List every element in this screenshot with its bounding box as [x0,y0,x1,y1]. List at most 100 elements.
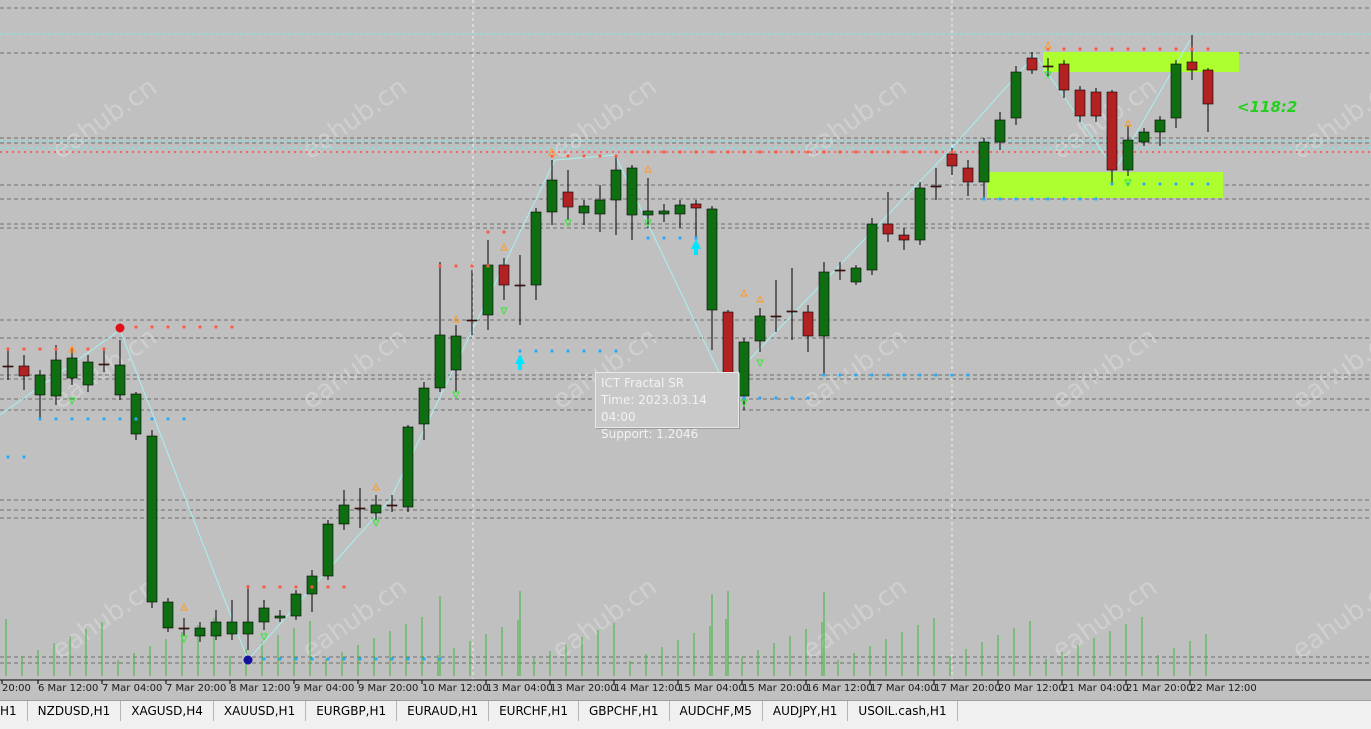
fractal-level-dot [758,150,762,154]
fractal-level-dot [854,150,858,154]
x-axis-label: 6 Mar 12:00 [38,683,98,694]
fractal-down-marker [1124,179,1132,188]
bullish-candle [146,435,158,603]
fractal-up-marker [68,344,76,353]
fractal-level-dot [486,230,490,234]
fractal-level-dot [918,373,922,377]
symbol-tab[interactable]: NZDUSD,H1 [28,701,122,721]
fractal-level-dot [822,150,826,154]
x-axis-label: 20:00 [2,683,31,694]
symbol-tab[interactable]: USOIL.cash,H1 [848,701,958,721]
symbol-tab[interactable]: GBPCHF,H1 [579,701,670,721]
watermark-text: eahub.cn [47,322,163,416]
fractal-level-dot [182,325,186,329]
bullish-candle [818,271,830,337]
bullish-candle [610,169,622,201]
symbol-tab[interactable]: XAGUSD,H4 [121,701,214,721]
fractal-level-dot [1110,47,1114,51]
fractal-level-dot [582,349,586,353]
supply-zone [1043,52,1239,72]
bearish-candle [1106,91,1118,171]
bearish-candle [18,365,30,377]
x-axis-label: 16 Mar 12:00 [806,683,873,694]
symbol-tab[interactable]: AUDCHF,M5 [670,701,763,721]
fractal-level-dot [598,349,602,353]
fractal-level-dot [1030,197,1034,201]
fractal-level-dot [438,264,442,268]
symbol-tab[interactable]: AUDJPY,H1 [763,701,849,721]
bullish-candle [50,359,62,397]
fractal-level-dot [1078,47,1082,51]
x-axis-label: 8 Mar 12:00 [230,683,290,694]
bullish-candle [754,315,766,342]
watermark-text: eahub.cn [297,322,413,416]
chart-tabs-bar: H1 NZDUSD,H1 XAGUSD,H4 XAUUSD,H1 EURGBP,H1 EU… [0,700,1371,729]
fractal-up-marker [1124,118,1132,127]
fractal-down-marker [452,391,460,400]
bearish-candle [178,627,190,630]
fractal-level-dot [6,347,10,351]
fractal-level-dot [278,585,282,589]
cyan-up-arrow-icon [691,239,701,255]
fractal-level-dot [438,657,442,661]
bullish-candle [530,211,542,286]
bearish-candle [802,311,814,337]
fractal-level-dot [966,373,970,377]
fractal-level-dot [1190,182,1194,186]
symbol-tab[interactable]: EURGBP,H1 [306,701,398,721]
x-axis-label: 10 Mar 12:00 [422,683,489,694]
x-axis-label: 15 Mar 20:00 [742,683,809,694]
fractal-down-marker [756,359,764,368]
fractal-down-marker [500,307,508,316]
bullish-candle [914,187,926,241]
symbol-tab[interactable]: H1 [0,701,28,721]
fractal-level-dot [982,197,986,201]
fractal-level-dot [310,657,314,661]
fractal-level-dot [934,373,938,377]
x-axis-labels: 20:00 6 Mar 12:00 7 Mar 04:00 7 Mar 20:00 8 … [1,680,1257,694]
watermark-text: eahub.cn [797,572,913,666]
bearish-candle [1026,57,1038,71]
bullish-candle [706,208,718,311]
bearish-candle [386,504,398,507]
fractal-level-dot [870,373,874,377]
fractal-level-dot [1174,182,1178,186]
fractal-level-dot [822,373,826,377]
bullish-candle [66,357,78,379]
fractal-level-dot [598,154,602,158]
x-axis-label: 14 Mar 12:00 [614,683,681,694]
fractal-level-dot [710,150,714,154]
fractal-level-dot [470,264,474,268]
fractal-level-dot [678,236,682,240]
candlestick-chart-canvas[interactable]: eahub.cn eahub.cn eahub.cn eahub.cn eahub.cn… [0,0,1371,700]
fractal-level-dot [662,150,666,154]
bullish-candle [274,615,286,619]
bullish-candle [1138,131,1150,143]
fractal-level-dot [902,373,906,377]
tooltip-support: Support: 1.2046 [601,427,699,441]
bullish-candle [194,627,206,637]
bullish-candle [322,523,334,577]
fractal-level-dot [262,585,266,589]
bearish-candle [514,284,526,287]
fractal-level-dot [534,349,538,353]
symbol-tab[interactable]: EURAUD,H1 [397,701,490,721]
price-chart[interactable]: eahub.cn eahub.cn eahub.cn eahub.cn eahub.cn… [0,0,1371,700]
symbol-tab[interactable]: XAUUSD,H1 [214,701,307,721]
fractal-level-dot [102,417,106,421]
watermark-text: eahub.cn [797,322,913,416]
fractal-level-dot [1062,197,1066,201]
fractal-level-dot [294,657,298,661]
fractal-up-marker [756,294,764,303]
bearish-candle [354,507,366,510]
fractal-level-dot [1094,47,1098,51]
symbol-tab[interactable]: EURCHF,H1 [489,701,579,721]
swing-low-marker [243,655,253,665]
bearish-candle [930,185,942,188]
fractal-level-dot [1142,47,1146,51]
bullish-candle [1010,71,1022,119]
fractal-level-dot [1094,197,1098,201]
fractal-up-marker [500,242,508,251]
fractal-level-dot [118,417,122,421]
fractal-level-dot [1174,47,1178,51]
